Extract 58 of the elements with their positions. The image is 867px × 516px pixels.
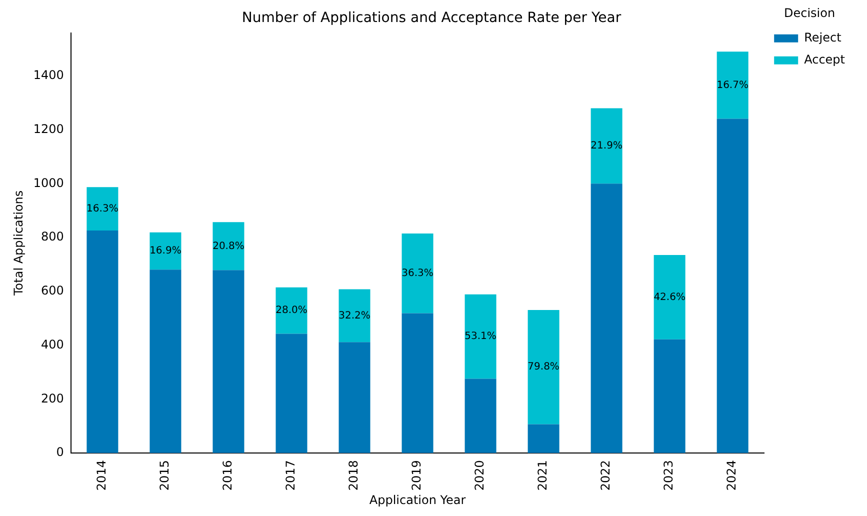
x-tick-label: 2017: [284, 460, 298, 491]
annotation: 20.8%: [212, 240, 244, 252]
x-tick-label: 2016: [220, 460, 235, 491]
x-tick-label: 2023: [662, 460, 676, 491]
bar: [528, 424, 560, 454]
bar: [590, 184, 622, 454]
bar: [338, 289, 370, 342]
x-tick-label: 2022: [598, 460, 613, 491]
x-tick-label: 2019: [410, 460, 424, 491]
y-tick-label: 400: [41, 337, 64, 352]
bar: [464, 378, 496, 454]
bar: [402, 234, 434, 314]
annotation: 28.0%: [276, 305, 308, 316]
annotation: 16.3%: [86, 203, 118, 214]
x-tick-label: 2024: [724, 460, 739, 491]
annotation: 53.1%: [464, 331, 496, 342]
bar: [212, 270, 244, 454]
y-axis-title: Total Applications: [11, 190, 26, 296]
annotation: 32.2%: [338, 310, 370, 322]
bar: [654, 255, 686, 340]
bar: [464, 294, 496, 379]
bar: [654, 339, 686, 454]
bar: [338, 342, 370, 454]
bar: [150, 270, 182, 454]
annotation: 21.9%: [590, 140, 622, 152]
bar: [212, 222, 244, 270]
annotation: 16.9%: [150, 246, 182, 257]
y-tick-label: 800: [41, 230, 64, 244]
bar: [276, 334, 308, 454]
bar: [86, 187, 118, 231]
x-tick-label: 2015: [158, 460, 172, 491]
x-axis-title: Application Year: [369, 492, 466, 507]
bar: [716, 118, 748, 454]
bar: [150, 232, 182, 270]
annotation: 36.3%: [402, 268, 434, 279]
x-tick-label: 2020: [472, 460, 487, 491]
y-tick-label: 0: [56, 445, 64, 460]
x-tick-label: 2018: [346, 460, 361, 491]
chart-title: Number of Applications and Acceptance Rate per Year: [242, 10, 622, 26]
y-tick-label: 1200: [33, 122, 64, 136]
legend-label: Accept: [804, 52, 846, 67]
x-tick-label: 2014: [94, 460, 109, 491]
bar: [528, 310, 560, 424]
legend-label: Reject: [804, 30, 842, 45]
legend-title: Decision: [784, 6, 836, 20]
annotation: 79.8%: [528, 362, 560, 373]
y-tick-label: 600: [41, 284, 64, 298]
bar: [716, 52, 748, 119]
bar: [276, 287, 308, 334]
annotation: 16.7%: [716, 80, 748, 91]
bar: [402, 313, 434, 454]
y-tick-label: 1000: [33, 176, 64, 190]
y-tick-label: 200: [41, 391, 64, 406]
bar: [590, 108, 622, 184]
x-tick-label: 2021: [536, 460, 550, 491]
bar: [86, 230, 118, 454]
annotation: 42.6%: [654, 292, 686, 303]
y-tick-label: 1400: [33, 68, 64, 82]
